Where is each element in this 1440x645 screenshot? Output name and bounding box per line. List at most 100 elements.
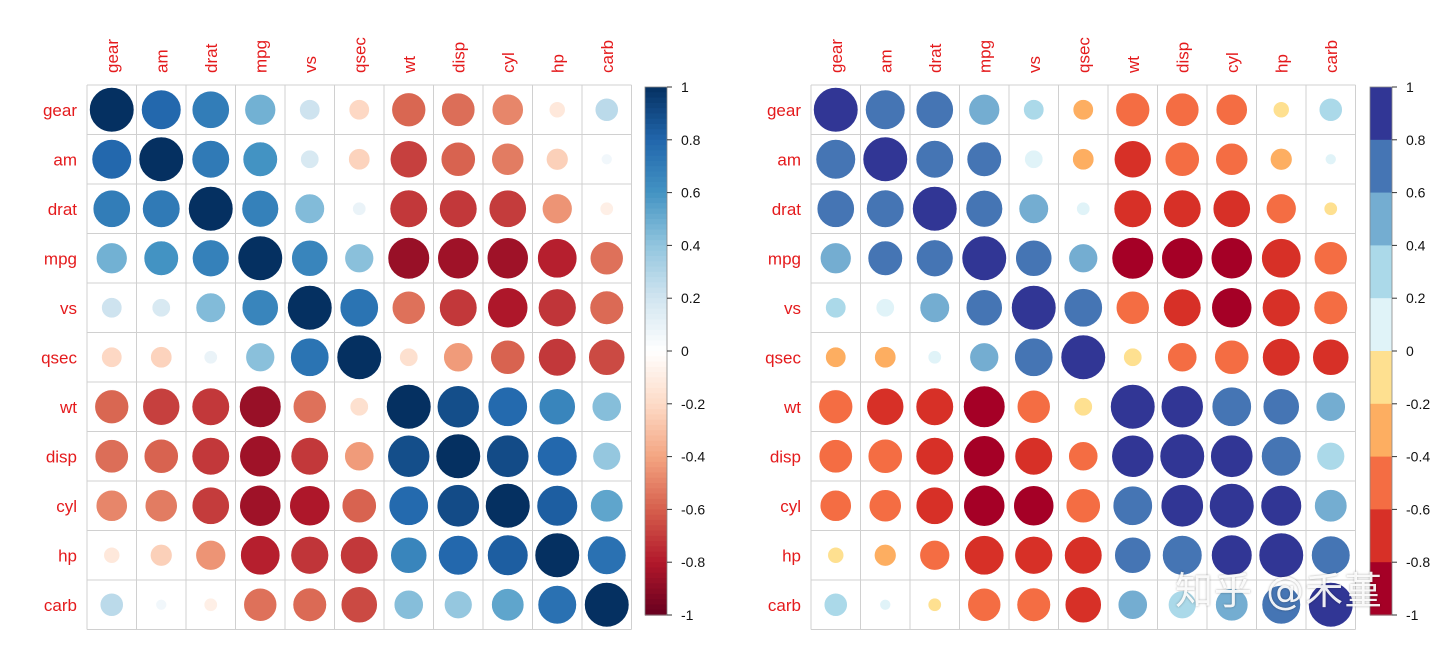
corr-circle-mpg-vs: [1015, 239, 1053, 277]
corr-circle-hp-qsec: [1064, 536, 1103, 575]
corr-circle-gear-cyl: [1215, 93, 1248, 126]
corr-circle-disp-qsec: [344, 441, 375, 472]
legend-swatch: [645, 361, 667, 368]
legend-swatch: [645, 261, 667, 268]
row-label-mpg: mpg: [768, 249, 801, 268]
corr-circle-mpg-cyl: [1210, 237, 1253, 280]
legend-tick-label: 0: [681, 343, 689, 359]
legend-swatch: [645, 192, 667, 199]
col-label-carb: carb: [598, 40, 617, 73]
corr-circle-qsec-mpg: [969, 342, 999, 372]
corr-circle-carb-drat: [203, 597, 218, 612]
corr-circle-disp-am: [867, 438, 903, 474]
corr-circle-disp-vs: [1014, 437, 1053, 476]
legend-swatch: [645, 97, 667, 104]
legend-swatch: [645, 504, 667, 510]
corr-circle-qsec-wt: [1123, 347, 1143, 367]
corr-circle-mpg-gear: [96, 242, 128, 274]
legend-swatch: [645, 340, 667, 347]
corr-circle-carb-vs: [1016, 587, 1051, 622]
corr-circle-disp-carb: [592, 442, 621, 471]
corr-circle-hp-hp: [534, 532, 580, 578]
corr-circle-cyl-carb: [590, 489, 624, 523]
legend-tick-label: -0.6: [1406, 501, 1430, 517]
corr-circle-qsec-vs: [290, 337, 330, 377]
legend-swatch: [645, 599, 667, 606]
legend-swatch: [645, 525, 667, 532]
corr-circle-hp-vs: [1014, 536, 1053, 575]
corr-circle-disp-qsec: [1068, 441, 1099, 472]
legend-swatch: [645, 324, 667, 331]
corr-circle-cyl-drat: [191, 486, 230, 525]
corr-circle-mpg-am: [867, 240, 903, 276]
legend-swatch: [645, 145, 667, 151]
legend-swatch: [645, 451, 667, 458]
legend-swatch: [645, 398, 667, 405]
row-label-cyl: cyl: [56, 497, 77, 516]
corr-circle-carb-mpg: [967, 587, 1002, 622]
legend-swatch: [645, 240, 667, 246]
legend-tick-label: -0.8: [681, 554, 705, 570]
legend-swatch: [645, 113, 667, 120]
corr-circle-carb-carb: [584, 582, 630, 628]
corr-circle-mpg-disp: [437, 237, 480, 280]
corr-circle-am-mpg: [242, 141, 278, 177]
legend-swatch: [1370, 87, 1392, 141]
corr-circle-vs-mpg: [241, 289, 279, 327]
corr-circle-vs-mpg: [965, 289, 1003, 327]
corr-circle-cyl-wt: [388, 485, 429, 526]
legend-swatch: [645, 150, 667, 157]
corr-circle-wt-disp: [436, 385, 480, 429]
corr-circle-am-carb: [1324, 153, 1337, 166]
legend-swatch: [645, 514, 667, 521]
legend-swatch: [645, 519, 667, 526]
corr-circle-gear-qsec: [1072, 99, 1094, 121]
legend-swatch: [1370, 245, 1392, 299]
row-label-drat: drat: [48, 200, 78, 219]
legend-swatch: [1370, 509, 1392, 563]
corr-circle-qsec-carb: [588, 338, 626, 376]
legend-tick-label: 1: [681, 79, 689, 95]
corr-circle-vs-hp: [538, 288, 577, 327]
legend-swatch: [645, 393, 667, 400]
col-label-drat: drat: [926, 43, 945, 73]
corr-circle-wt-wt: [1110, 384, 1156, 430]
legend-swatch: [645, 435, 667, 442]
corr-circle-mpg-drat: [192, 239, 230, 277]
corr-circle-drat-cyl: [1212, 189, 1251, 228]
row-label-gear: gear: [767, 101, 801, 120]
legend-swatch: [645, 292, 667, 299]
legend-swatch: [645, 562, 667, 569]
corr-circle-vs-disp: [439, 288, 478, 327]
corr-circle-gear-hp: [548, 101, 566, 119]
corr-circle-qsec-am: [874, 346, 897, 369]
corr-circle-gear-vs: [1023, 99, 1045, 121]
corr-circle-carb-gear: [823, 592, 848, 617]
corr-circle-qsec-carb: [1312, 338, 1350, 376]
legend-swatch: [645, 329, 667, 336]
corr-circle-am-cyl: [491, 142, 525, 176]
corr-circle-cyl-hp: [1260, 485, 1302, 527]
legend-swatch: [645, 234, 667, 241]
corr-circle-hp-wt: [390, 536, 428, 574]
corr-circle-gear-gear: [813, 87, 859, 133]
corr-circle-cyl-vs: [1013, 485, 1055, 527]
corr-circle-gear-disp: [441, 92, 476, 127]
legend-tick-label: -1: [1406, 607, 1419, 623]
corr-circle-mpg-am: [143, 240, 179, 276]
corr-circle-qsec-gear: [825, 346, 847, 368]
corr-circle-disp-gear: [94, 439, 129, 474]
legend-tick-label: 0.8: [1406, 132, 1426, 148]
legend-swatch: [645, 424, 667, 431]
legend-tick-label: 0.4: [1406, 237, 1426, 253]
row-label-qsec: qsec: [41, 348, 77, 367]
legend-swatch: [645, 314, 667, 320]
corr-circle-qsec-qsec: [1060, 334, 1106, 380]
corr-circle-am-qsec: [348, 148, 371, 171]
legend-tick-label: -0.4: [681, 449, 705, 465]
corr-circle-vs-carb: [1313, 290, 1348, 325]
corr-circle-disp-disp: [1159, 433, 1205, 479]
corr-circle-wt-am: [142, 387, 181, 426]
legend-swatch: [645, 308, 667, 315]
